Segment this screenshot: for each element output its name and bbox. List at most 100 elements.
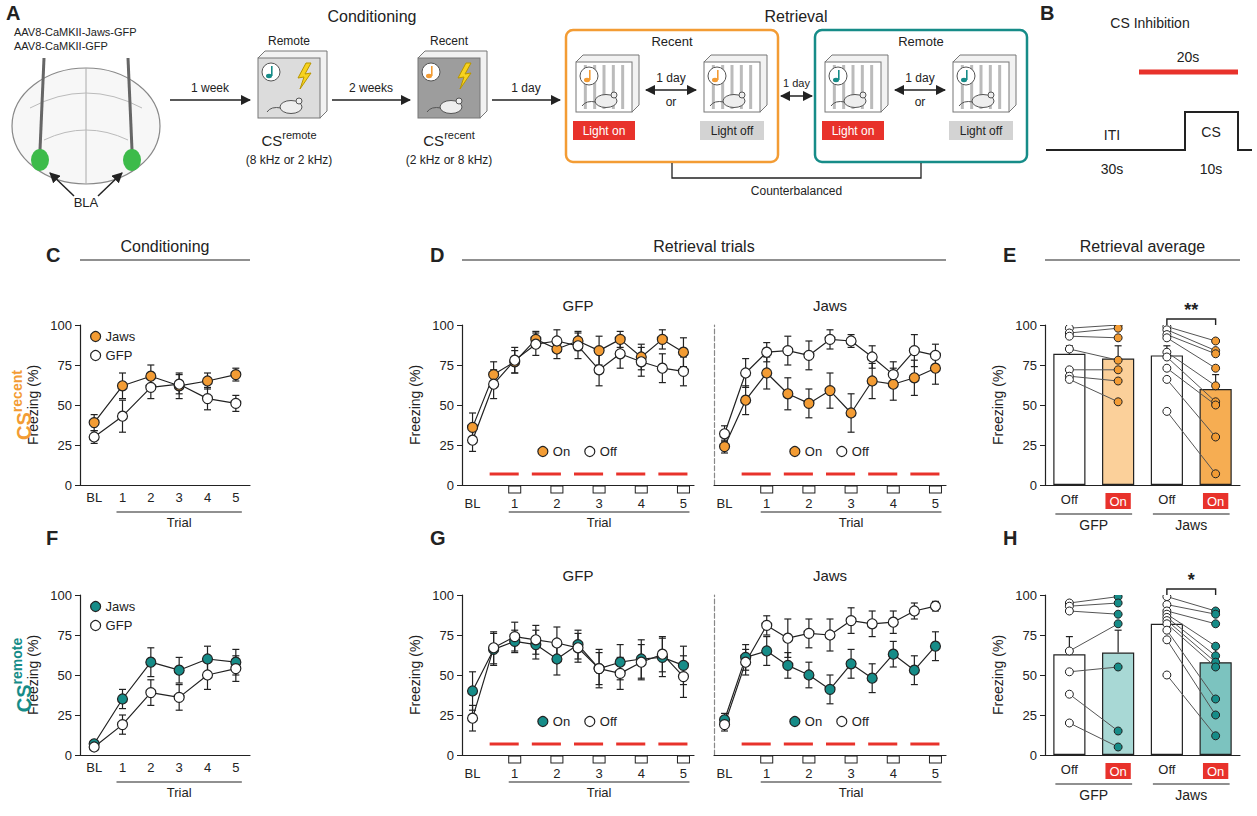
svg-text:2: 2 <box>147 760 154 775</box>
svg-text:On: On <box>805 714 822 729</box>
svg-text:50: 50 <box>1023 398 1037 413</box>
svg-text:ITI: ITI <box>1104 127 1120 143</box>
svg-text:4: 4 <box>638 766 645 781</box>
svg-text:Off: Off <box>852 714 869 729</box>
svg-text:Remote: Remote <box>268 34 310 48</box>
svg-text:Light off: Light off <box>711 124 754 138</box>
svg-text:On: On <box>1207 494 1224 509</box>
svg-text:5: 5 <box>680 496 687 511</box>
svg-text:GFP: GFP <box>563 567 594 584</box>
svg-text:1: 1 <box>763 496 770 511</box>
svg-text:BL: BL <box>717 766 733 781</box>
svg-text:Off: Off <box>600 714 617 729</box>
svg-text:5: 5 <box>232 490 239 505</box>
svg-text:3: 3 <box>595 766 602 781</box>
svg-text:Conditioning: Conditioning <box>121 238 210 255</box>
svg-text:Off: Off <box>1158 492 1175 507</box>
svg-text:2: 2 <box>805 766 812 781</box>
svg-text:On: On <box>553 714 570 729</box>
svg-text:Off: Off <box>1158 762 1175 777</box>
svg-text:75: 75 <box>440 628 454 643</box>
svg-text:50: 50 <box>440 668 454 683</box>
svg-text:Trial: Trial <box>167 785 192 800</box>
svg-text:BL: BL <box>717 496 733 511</box>
svg-text:On: On <box>1109 494 1126 509</box>
svg-text:*: * <box>1188 570 1195 590</box>
svg-text:2: 2 <box>805 496 812 511</box>
svg-text:(2 kHz or 8 kHz): (2 kHz or 8 kHz) <box>406 153 493 167</box>
svg-text:100: 100 <box>50 318 72 333</box>
svg-text:5: 5 <box>932 496 939 511</box>
svg-text:Freezing (%): Freezing (%) <box>407 635 423 715</box>
svg-text:2: 2 <box>553 496 560 511</box>
svg-text:CSremote: CSremote <box>261 129 316 149</box>
svg-text:Conditioning: Conditioning <box>328 8 417 25</box>
svg-text:CSrecent: CSrecent <box>9 370 35 440</box>
svg-text:Recent: Recent <box>651 34 693 49</box>
svg-text:3: 3 <box>595 496 602 511</box>
svg-text:or: or <box>915 95 926 109</box>
svg-text:0: 0 <box>447 478 454 493</box>
svg-text:0: 0 <box>447 748 454 763</box>
svg-text:Freezing (%): Freezing (%) <box>25 365 41 445</box>
svg-text:Light off: Light off <box>960 124 1003 138</box>
svg-text:0: 0 <box>1030 478 1037 493</box>
svg-text:On: On <box>805 444 822 459</box>
svg-text:C: C <box>46 244 60 266</box>
svg-text:Freezing (%): Freezing (%) <box>25 635 41 715</box>
svg-text:E: E <box>1003 244 1016 266</box>
svg-text:25: 25 <box>1023 438 1037 453</box>
svg-text:Retrieval trials: Retrieval trials <box>653 238 754 255</box>
svg-text:Trial: Trial <box>839 515 864 530</box>
svg-text:GFP: GFP <box>106 348 133 363</box>
svg-text:Jaws: Jaws <box>813 297 847 314</box>
svg-text:Counterbalanced: Counterbalanced <box>751 184 842 198</box>
svg-text:GFP: GFP <box>106 618 133 633</box>
svg-text:30s: 30s <box>1101 161 1124 177</box>
svg-text:50: 50 <box>58 398 72 413</box>
svg-text:**: ** <box>1184 300 1198 320</box>
svg-text:25: 25 <box>1023 708 1037 723</box>
svg-text:1 day: 1 day <box>656 71 685 85</box>
svg-text:BL: BL <box>86 490 102 505</box>
svg-text:2: 2 <box>147 490 154 505</box>
svg-text:Retrieval: Retrieval <box>764 8 827 25</box>
svg-text:50: 50 <box>440 398 454 413</box>
svg-text:GFP: GFP <box>563 297 594 314</box>
svg-text:BL: BL <box>465 766 481 781</box>
svg-text:100: 100 <box>1015 318 1037 333</box>
svg-text:AAV8-CaMKII-Jaws-GFP: AAV8-CaMKII-Jaws-GFP <box>14 26 137 38</box>
svg-text:1 day: 1 day <box>905 71 934 85</box>
svg-text:5: 5 <box>932 766 939 781</box>
svg-text:4: 4 <box>890 496 897 511</box>
svg-text:GFP: GFP <box>1079 517 1108 533</box>
svg-text:CS Inhibition: CS Inhibition <box>1110 15 1189 31</box>
svg-text:D: D <box>430 244 444 266</box>
svg-text:3: 3 <box>847 496 854 511</box>
svg-text:3: 3 <box>847 766 854 781</box>
svg-text:or: or <box>666 95 677 109</box>
svg-text:5: 5 <box>232 760 239 775</box>
svg-text:Jaws: Jaws <box>1175 787 1207 803</box>
svg-text:1: 1 <box>763 766 770 781</box>
svg-text:A: A <box>6 2 20 24</box>
svg-text:0: 0 <box>1030 748 1037 763</box>
svg-text:GFP: GFP <box>1079 787 1108 803</box>
svg-text:75: 75 <box>58 358 72 373</box>
svg-text:10s: 10s <box>1200 161 1223 177</box>
svg-text:Recent: Recent <box>430 34 469 48</box>
svg-text:25: 25 <box>58 708 72 723</box>
svg-text:Trial: Trial <box>587 785 612 800</box>
svg-text:50: 50 <box>58 668 72 683</box>
svg-text:1 day: 1 day <box>783 77 810 89</box>
svg-text:CSremote: CSremote <box>9 638 35 713</box>
svg-text:4: 4 <box>890 766 897 781</box>
svg-text:5: 5 <box>680 766 687 781</box>
svg-text:On: On <box>1207 764 1224 779</box>
svg-text:B: B <box>1040 2 1054 24</box>
svg-text:Trial: Trial <box>167 515 192 530</box>
svg-text:25: 25 <box>440 438 454 453</box>
svg-text:Jaws: Jaws <box>106 329 136 344</box>
svg-text:Freezing (%): Freezing (%) <box>407 365 423 445</box>
svg-text:Off: Off <box>1061 492 1078 507</box>
